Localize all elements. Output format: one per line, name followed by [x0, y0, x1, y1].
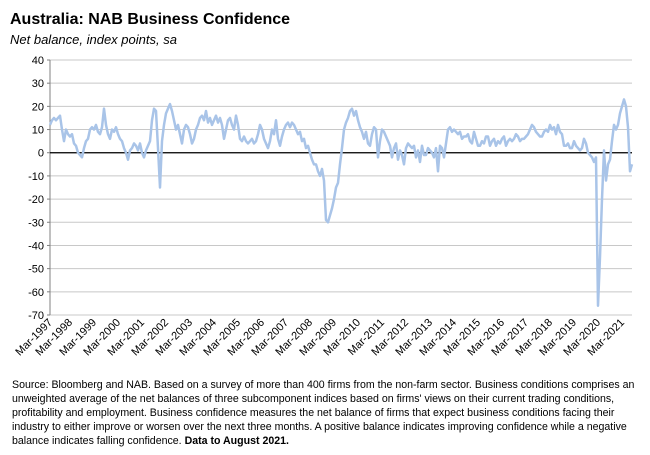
y-tick-label: 10 [32, 125, 44, 137]
chart-title: Australia: NAB Business Confidence [10, 11, 290, 28]
y-tick-label: 20 [32, 101, 44, 113]
source-note: Source: Bloomberg and NAB. Based on a su… [12, 378, 642, 448]
y-tick-label: 40 [32, 55, 44, 67]
y-tick-label: 0 [38, 148, 44, 160]
y-tick-label: -20 [28, 194, 44, 206]
y-tick-label: -70 [28, 310, 44, 322]
chart-subtitle: Net balance, index points, sa [10, 32, 177, 47]
y-tick-label: -30 [28, 217, 44, 229]
y-tick-label: -50 [28, 264, 44, 276]
source-bold: Data to August 2021. [184, 435, 289, 447]
data-line [48, 98, 634, 307]
y-tick-label: -10 [28, 171, 44, 183]
y-tick-label: -60 [28, 287, 44, 299]
y-tick-label: 30 [32, 78, 44, 90]
source-text: Source: Bloomberg and NAB. Based on a su… [12, 379, 635, 447]
y-tick-label: -40 [28, 240, 44, 252]
chart: Australia: NAB Business Confidence Net b… [10, 11, 634, 358]
